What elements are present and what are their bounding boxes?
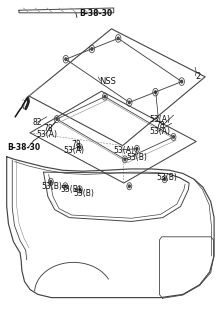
Text: 53(B): 53(B) bbox=[126, 153, 147, 162]
Text: 53(B): 53(B) bbox=[60, 185, 81, 194]
Text: 82: 82 bbox=[32, 118, 42, 127]
Circle shape bbox=[91, 48, 93, 50]
Circle shape bbox=[79, 146, 81, 148]
Circle shape bbox=[173, 136, 174, 138]
Circle shape bbox=[124, 158, 126, 161]
Text: B-38-30: B-38-30 bbox=[79, 9, 112, 18]
Circle shape bbox=[56, 118, 58, 120]
Circle shape bbox=[164, 178, 165, 180]
Text: 53(A): 53(A) bbox=[37, 130, 58, 139]
Circle shape bbox=[104, 95, 106, 98]
Text: 53(B): 53(B) bbox=[41, 182, 62, 191]
Text: 78: 78 bbox=[43, 124, 53, 133]
Text: 78: 78 bbox=[155, 121, 165, 130]
Circle shape bbox=[155, 91, 156, 93]
Circle shape bbox=[50, 180, 52, 183]
Text: 53(B): 53(B) bbox=[156, 173, 177, 182]
Circle shape bbox=[128, 185, 130, 188]
Circle shape bbox=[79, 188, 81, 191]
Text: 2: 2 bbox=[195, 72, 200, 81]
Text: B-38-30: B-38-30 bbox=[7, 143, 40, 152]
Circle shape bbox=[65, 58, 67, 60]
Text: 53(B): 53(B) bbox=[74, 189, 95, 198]
Text: NSS: NSS bbox=[99, 77, 116, 86]
Circle shape bbox=[117, 37, 119, 40]
Text: 78: 78 bbox=[71, 140, 81, 149]
Text: 53(A): 53(A) bbox=[64, 146, 85, 155]
Circle shape bbox=[64, 185, 66, 188]
Circle shape bbox=[136, 148, 138, 150]
Circle shape bbox=[128, 101, 130, 104]
Text: 53(A): 53(A) bbox=[149, 127, 170, 136]
Text: 53(A): 53(A) bbox=[114, 146, 135, 155]
Circle shape bbox=[181, 80, 183, 83]
Text: 53(A): 53(A) bbox=[149, 115, 170, 124]
